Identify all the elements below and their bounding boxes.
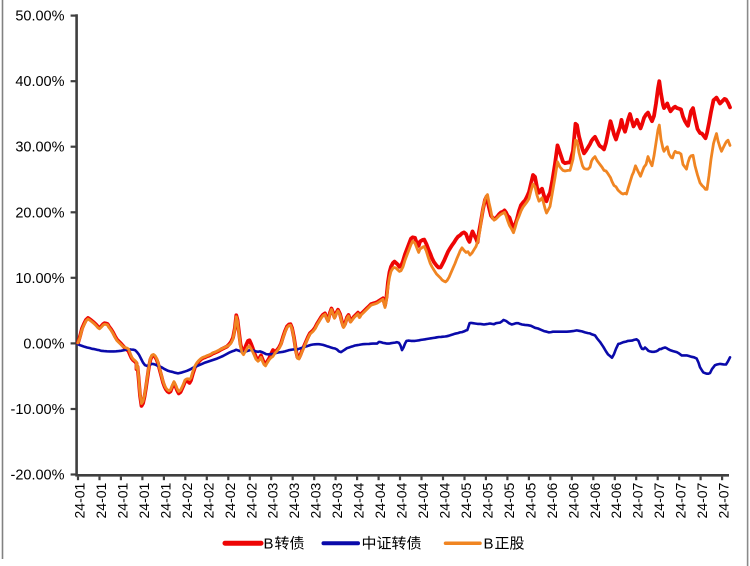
svg-text:24-03: 24-03 <box>308 482 324 518</box>
svg-text:50.00%: 50.00% <box>15 9 64 25</box>
svg-text:-20.00%: -20.00% <box>10 468 64 484</box>
svg-text:24-02: 24-02 <box>222 482 238 518</box>
svg-text:24-04: 24-04 <box>437 482 453 518</box>
svg-text:24-05: 24-05 <box>522 482 538 518</box>
svg-text:24-02: 24-02 <box>179 482 195 518</box>
svg-text:0.00%: 0.00% <box>23 336 64 352</box>
svg-text:24-06: 24-06 <box>587 482 603 518</box>
svg-text:24-04: 24-04 <box>415 482 431 518</box>
svg-text:24-04: 24-04 <box>394 482 410 518</box>
svg-text:24-01: 24-01 <box>93 482 109 518</box>
svg-text:24-06: 24-06 <box>608 482 624 518</box>
svg-text:24-01: 24-01 <box>114 482 130 518</box>
svg-text:24-06: 24-06 <box>544 482 560 518</box>
svg-text:24-05: 24-05 <box>479 482 495 518</box>
svg-text:24-01: 24-01 <box>72 482 88 518</box>
svg-text:24-04: 24-04 <box>351 482 367 518</box>
svg-text:20.00%: 20.00% <box>15 205 64 221</box>
svg-text:B: B <box>264 536 274 553</box>
svg-text:24-07: 24-07 <box>651 482 667 518</box>
svg-text:40.00%: 40.00% <box>15 74 64 90</box>
svg-text:24-07: 24-07 <box>694 482 710 518</box>
svg-text:24-05: 24-05 <box>458 482 474 518</box>
svg-text:24-05: 24-05 <box>501 482 517 518</box>
svg-text:30.00%: 30.00% <box>15 140 64 156</box>
svg-text:24-02: 24-02 <box>200 482 216 518</box>
svg-text:-10.00%: -10.00% <box>10 402 64 418</box>
svg-text:B: B <box>484 536 494 553</box>
svg-text:24-03: 24-03 <box>329 482 345 518</box>
svg-text:24-07: 24-07 <box>673 482 689 518</box>
svg-text:24-06: 24-06 <box>565 482 581 518</box>
svg-text:24-07: 24-07 <box>630 482 646 518</box>
svg-text:24-01: 24-01 <box>157 482 173 518</box>
svg-text:24-03: 24-03 <box>286 482 302 518</box>
svg-text:24-07: 24-07 <box>716 482 732 518</box>
svg-text:24-01: 24-01 <box>136 482 152 518</box>
svg-text:24-02: 24-02 <box>243 482 259 518</box>
svg-text:10.00%: 10.00% <box>15 271 64 287</box>
svg-text:24-04: 24-04 <box>372 482 388 518</box>
svg-text:24-03: 24-03 <box>265 482 281 518</box>
